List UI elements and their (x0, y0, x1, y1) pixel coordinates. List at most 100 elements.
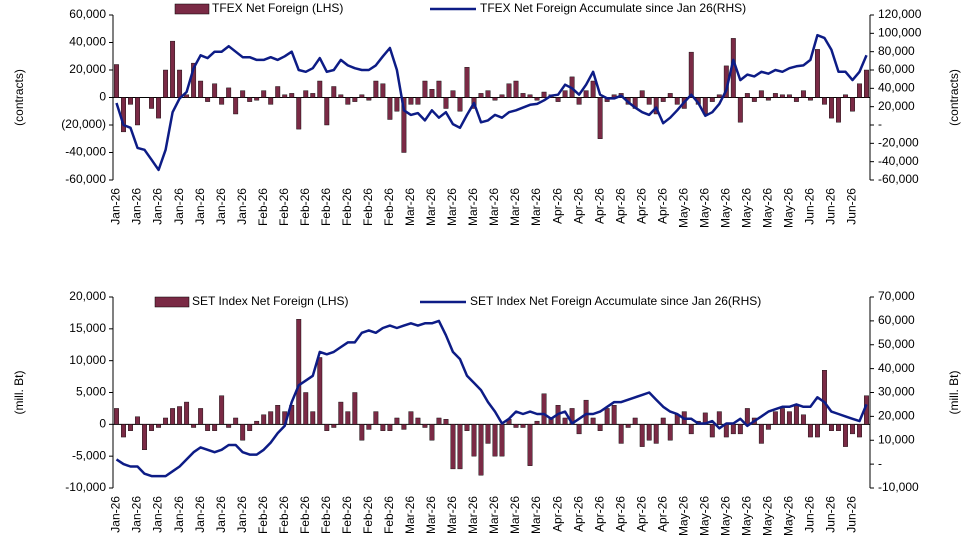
x-tick-label: Mar-26 (487, 496, 501, 534)
bar (506, 83, 512, 98)
bar (716, 411, 722, 425)
bar (779, 408, 785, 425)
bar (142, 424, 147, 451)
x-tick-label: Apr-26 (571, 188, 585, 224)
bar (387, 97, 393, 120)
bar (226, 424, 232, 428)
bar (303, 392, 309, 425)
bar (352, 392, 358, 425)
bar (345, 97, 351, 105)
x-tick-label: Jan-26 (130, 188, 144, 225)
bar (219, 97, 225, 105)
bar (485, 424, 491, 444)
bar (422, 424, 428, 428)
bar (128, 424, 133, 431)
bar (366, 424, 372, 430)
bar (478, 93, 484, 98)
bar (464, 67, 470, 98)
bar (800, 414, 806, 425)
bar (464, 424, 470, 431)
x-tick-label: Feb-26 (277, 188, 291, 226)
y-tick-label: -40,000 (65, 145, 106, 159)
bar (716, 94, 722, 98)
x-tick-label: Jan-26 (130, 496, 144, 533)
bar (632, 417, 638, 425)
x-tick-label: Apr-26 (571, 496, 585, 532)
x-tick-label: Apr-26 (655, 496, 669, 532)
y2-tick-label: 60,000 (878, 62, 915, 76)
bar (177, 69, 183, 98)
x-tick-label: Feb-26 (298, 188, 312, 226)
bar (562, 417, 568, 425)
bar (744, 408, 750, 425)
bar (541, 393, 547, 425)
y2-axis-title: (contracts) (947, 69, 961, 126)
bar (541, 91, 547, 98)
x-tick-label: Mar-26 (445, 496, 459, 534)
bar (268, 411, 274, 425)
y-tick-label: (20,000) (61, 117, 106, 131)
bar (492, 424, 498, 457)
x-tick-label: Feb-26 (382, 496, 396, 534)
bar (688, 51, 694, 98)
bar (850, 424, 855, 435)
bar (170, 408, 176, 425)
bar (324, 424, 330, 431)
x-tick-label: Apr-26 (613, 496, 627, 532)
bar (135, 416, 140, 425)
bar (604, 408, 610, 425)
bar (359, 94, 365, 98)
x-tick-label: Jan-26 (151, 188, 165, 225)
y2-tick-label: 20,000 (878, 409, 915, 423)
x-tick-label: Apr-26 (592, 496, 606, 532)
bar (408, 97, 414, 105)
x-tick-label: Mar-26 (424, 496, 438, 534)
y-axis-title: (contracts) (12, 69, 26, 126)
bar (611, 405, 617, 425)
x-tick-label: Mar-26 (466, 496, 480, 534)
y-tick-label: 40,000 (69, 35, 106, 49)
x-tick-label: Jan-26 (172, 188, 186, 225)
bar (653, 424, 659, 444)
bar (471, 424, 477, 457)
bar (443, 419, 449, 425)
bar (457, 424, 463, 470)
bar (156, 97, 162, 119)
bar (857, 83, 862, 98)
bar (205, 97, 211, 102)
x-tick-label: Jan-26 (193, 496, 207, 533)
x-tick-label: Mar-26 (445, 188, 459, 226)
bar (450, 90, 456, 98)
x-tick-label: Jun-26 (845, 188, 859, 225)
bar (282, 94, 288, 98)
x-tick-label: May-26 (697, 496, 711, 536)
x-tick-label: May-26 (718, 496, 732, 536)
bar (653, 97, 659, 115)
y2-tick-label: 50,000 (878, 337, 915, 351)
x-tick-label: Jun-26 (824, 188, 838, 225)
bar (163, 417, 169, 425)
bar (184, 401, 190, 425)
y2-tick-label: -60,000 (878, 172, 919, 186)
bar (121, 424, 126, 438)
bar (135, 97, 140, 126)
x-tick-label: May-26 (676, 188, 690, 228)
x-tick-label: Mar-26 (508, 496, 522, 534)
x-tick-label: May-26 (676, 496, 690, 536)
x-tick-label: May-26 (761, 188, 775, 228)
bar (836, 97, 841, 123)
y-tick-label: 5,000 (76, 385, 106, 399)
x-tick-label: Apr-26 (592, 188, 606, 224)
bar (191, 62, 197, 98)
bar (401, 97, 407, 153)
bar (667, 93, 673, 98)
x-tick-label: Mar-26 (466, 188, 480, 226)
bar (422, 80, 428, 98)
bar (170, 40, 176, 98)
bar (359, 424, 365, 441)
x-tick-label: Feb-26 (382, 188, 396, 226)
y2-tick-label: 30,000 (878, 385, 915, 399)
x-tick-label: Mar-26 (403, 188, 417, 226)
bar (660, 97, 666, 102)
bar (639, 90, 645, 98)
